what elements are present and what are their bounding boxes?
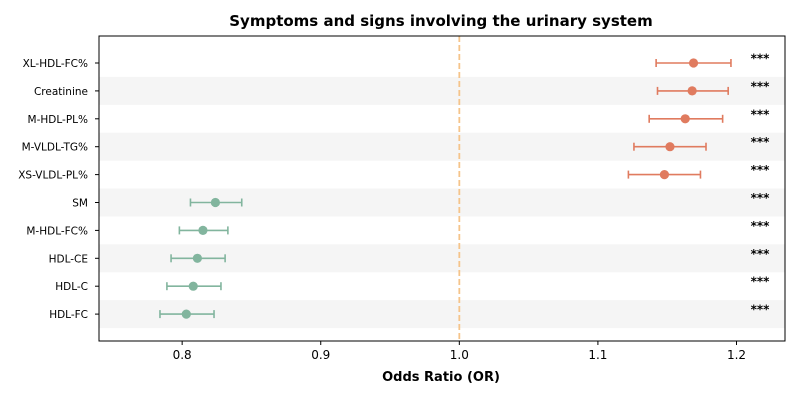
data-point-10 <box>159 309 215 319</box>
or-point <box>665 142 675 152</box>
data-point-7 <box>178 225 229 235</box>
category-label: M-HDL-FC% <box>26 225 88 237</box>
category-label: M-VLDL-TG% <box>22 142 88 154</box>
category-label: HDL-FC <box>49 309 88 321</box>
or-point <box>181 309 191 319</box>
x-tick-label: 1.2 <box>727 348 746 362</box>
category-label: XL-HDL-FC% <box>23 58 88 70</box>
significance-label: *** <box>751 247 771 261</box>
significance-label: *** <box>751 219 771 233</box>
category-label: M-HDL-PL% <box>28 114 88 126</box>
significance-labels: *** *** *** *** *** *** *** *** *** *** <box>751 52 771 317</box>
or-point <box>198 225 208 235</box>
x-axis-label: Odds Ratio (OR) <box>382 370 500 385</box>
or-point <box>192 253 202 263</box>
plot-frame <box>98 35 786 342</box>
or-point <box>210 197 221 208</box>
or-point <box>687 86 697 96</box>
significance-label: *** <box>751 107 771 121</box>
or-point <box>680 114 690 124</box>
significance-label: *** <box>751 135 771 149</box>
data-point-4 <box>633 142 707 152</box>
x-axis-ticks: 0.8 0.9 1.0 1.1 1.2 <box>173 341 746 362</box>
category-labels: XL-HDL-FC% Creatinine M-HDL-PL% M-VLDL-TG% X… <box>18 58 99 321</box>
significance-label: *** <box>751 191 771 205</box>
data-point-8 <box>170 253 226 263</box>
significance-label: *** <box>751 79 771 93</box>
data-point-5 <box>627 170 702 180</box>
category-label: HDL-CE <box>49 253 88 265</box>
or-point <box>188 281 198 291</box>
chart-title: Symptoms and signs involving the urinary… <box>229 12 652 30</box>
significance-label: *** <box>751 275 771 289</box>
x-tick-label: 1.1 <box>588 348 607 362</box>
category-label: XS-VLDL-PL% <box>18 170 88 182</box>
data-points <box>159 58 732 319</box>
data-point-1 <box>655 58 732 68</box>
data-point-2 <box>656 86 729 96</box>
x-tick-label: 0.9 <box>311 348 330 362</box>
category-label: HDL-C <box>55 281 88 293</box>
x-tick-label: 0.8 <box>173 348 192 362</box>
or-point <box>659 170 670 180</box>
significance-label: *** <box>751 52 771 66</box>
data-point-9 <box>166 281 222 291</box>
or-point <box>688 58 699 68</box>
data-point-6 <box>189 197 243 208</box>
x-tick-label: 1.0 <box>450 348 469 362</box>
category-label: Creatinine <box>34 86 88 98</box>
significance-label: *** <box>751 163 771 177</box>
data-point-3 <box>648 114 724 124</box>
category-label: SM <box>72 198 88 210</box>
significance-label: *** <box>751 303 771 317</box>
